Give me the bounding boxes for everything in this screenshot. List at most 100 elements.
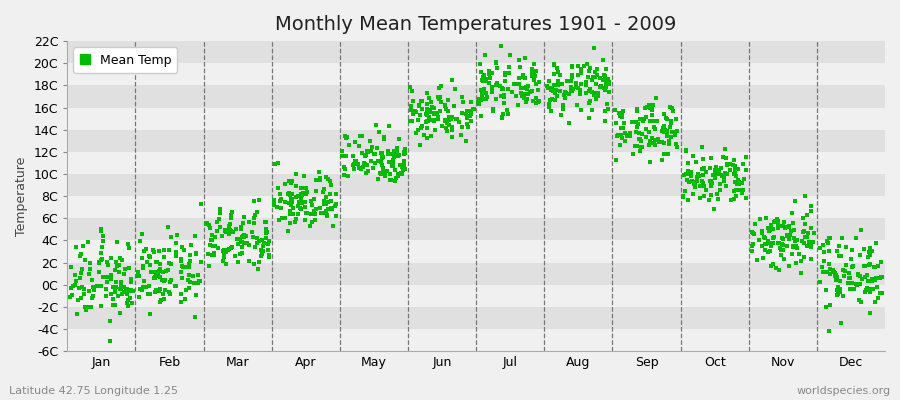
Point xyxy=(449,116,464,122)
Point xyxy=(434,98,448,105)
Point xyxy=(415,98,429,105)
Point xyxy=(570,102,584,108)
Point xyxy=(647,126,662,132)
Point xyxy=(465,106,480,113)
Point xyxy=(346,153,360,159)
Point xyxy=(188,314,202,320)
Point xyxy=(498,69,512,76)
Point xyxy=(858,263,872,270)
Point xyxy=(151,247,166,254)
Point xyxy=(598,84,613,90)
Point xyxy=(720,171,734,177)
Point xyxy=(382,159,396,165)
Point xyxy=(415,106,429,112)
Point xyxy=(684,169,698,175)
Point xyxy=(755,227,770,234)
Point xyxy=(615,135,629,142)
Point xyxy=(204,237,219,243)
Point xyxy=(518,91,533,98)
Point xyxy=(772,244,787,251)
Point xyxy=(669,116,683,122)
Point xyxy=(593,74,608,81)
Point xyxy=(863,252,878,258)
Point xyxy=(518,54,533,61)
Point xyxy=(464,109,478,116)
Point xyxy=(786,220,800,226)
Point xyxy=(187,280,202,286)
Point xyxy=(149,286,164,293)
Point xyxy=(96,274,111,280)
Point xyxy=(656,123,670,129)
Point xyxy=(832,253,846,259)
Point xyxy=(219,229,233,236)
Point xyxy=(339,133,354,140)
Point xyxy=(217,247,231,253)
Point xyxy=(238,232,253,239)
Point xyxy=(92,260,106,266)
Point xyxy=(108,284,122,290)
Point xyxy=(719,155,733,161)
Point xyxy=(587,45,601,52)
Point xyxy=(124,300,139,306)
Point xyxy=(549,93,563,100)
Point xyxy=(320,198,335,205)
Point xyxy=(579,79,593,85)
Point xyxy=(489,58,503,65)
Point xyxy=(69,243,84,250)
Point xyxy=(300,189,314,195)
Point xyxy=(77,257,92,263)
Point xyxy=(223,212,238,218)
Point xyxy=(69,278,84,284)
Point xyxy=(217,252,231,258)
Point xyxy=(304,219,319,225)
Point xyxy=(363,148,377,154)
Point xyxy=(865,248,879,254)
Bar xyxy=(68,130,885,152)
Point xyxy=(704,155,718,161)
Point xyxy=(500,106,515,113)
Point xyxy=(232,251,247,257)
Point xyxy=(444,114,458,120)
Point xyxy=(648,142,662,148)
Point xyxy=(663,118,678,124)
Point xyxy=(431,114,446,120)
Point xyxy=(696,171,710,178)
Point xyxy=(697,193,711,200)
Point xyxy=(727,196,742,202)
Point xyxy=(513,64,527,70)
Point xyxy=(823,235,837,241)
Point xyxy=(303,210,318,217)
Point xyxy=(600,101,615,107)
Point xyxy=(122,245,136,252)
Point xyxy=(425,104,439,110)
Point xyxy=(242,219,256,225)
Point xyxy=(408,108,422,114)
Point xyxy=(796,228,811,234)
Point xyxy=(795,238,809,244)
Point xyxy=(834,235,849,241)
Point xyxy=(633,148,647,154)
Point xyxy=(822,261,836,267)
Point xyxy=(397,162,411,168)
Point xyxy=(304,202,319,209)
Point xyxy=(289,183,303,189)
Point xyxy=(755,228,770,234)
Point xyxy=(321,206,336,212)
Point xyxy=(874,273,888,280)
Point xyxy=(139,284,153,290)
Point xyxy=(865,278,879,285)
Point xyxy=(729,192,743,199)
Point xyxy=(501,86,516,92)
Point xyxy=(358,161,373,168)
Point xyxy=(585,88,599,95)
Point xyxy=(183,258,197,264)
Point xyxy=(558,95,572,101)
Point xyxy=(714,165,728,172)
Point xyxy=(647,118,662,124)
Point xyxy=(285,199,300,205)
Point xyxy=(841,280,855,286)
Point xyxy=(762,226,777,233)
Point xyxy=(627,118,642,125)
Point xyxy=(861,254,876,260)
Point xyxy=(493,83,508,89)
